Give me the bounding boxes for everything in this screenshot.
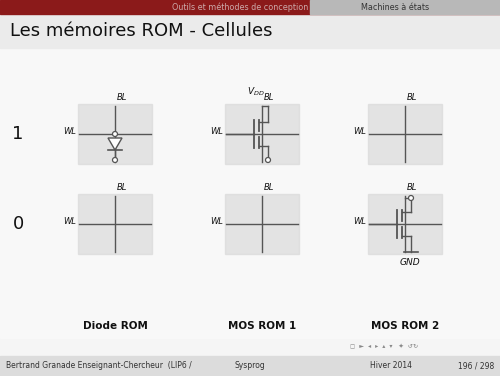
Text: MOS ROM 2: MOS ROM 2: [371, 321, 439, 331]
Bar: [78, 194, 152, 254]
Text: WL: WL: [63, 217, 76, 226]
Text: BL: BL: [264, 183, 274, 192]
Text: 0: 0: [12, 215, 24, 233]
Text: WL: WL: [210, 126, 223, 135]
Text: BL: BL: [407, 183, 418, 192]
Bar: [310, 0, 500, 14]
Text: BL: BL: [264, 93, 274, 102]
Bar: [0, 356, 500, 376]
Text: WL: WL: [353, 126, 366, 135]
Bar: [0, 14, 500, 48]
Circle shape: [266, 158, 270, 162]
Text: WL: WL: [353, 217, 366, 226]
Text: Les mémoires ROM - Cellules: Les mémoires ROM - Cellules: [10, 22, 272, 40]
Polygon shape: [108, 138, 122, 150]
Text: GND: GND: [400, 258, 420, 267]
Bar: [0, 48, 500, 338]
Bar: [0, 0, 500, 14]
Text: BL: BL: [407, 93, 418, 102]
Text: Hiver 2014: Hiver 2014: [370, 361, 412, 370]
Text: ◻  ►  ◂  ▸  ▴  ▾   ✦  ↺↻: ◻ ► ◂ ▸ ▴ ▾ ✦ ↺↻: [350, 344, 418, 350]
Text: Bertrand Granade Enseignant-Chercheur  (LIP6 /: Bertrand Granade Enseignant-Chercheur (L…: [6, 361, 192, 370]
Text: 1: 1: [12, 125, 24, 143]
Text: Outils et méthodes de conception: Outils et méthodes de conception: [172, 2, 308, 12]
Bar: [225, 194, 299, 254]
Text: Sysprog: Sysprog: [234, 361, 266, 370]
Text: MOS ROM 1: MOS ROM 1: [228, 321, 296, 331]
Text: Machines à états: Machines à états: [361, 3, 429, 12]
Text: BL: BL: [117, 93, 128, 102]
Text: Diode ROM: Diode ROM: [82, 321, 148, 331]
Bar: [225, 104, 299, 164]
Bar: [78, 104, 152, 164]
Text: $V_{DD}$: $V_{DD}$: [247, 85, 265, 98]
Text: WL: WL: [210, 217, 223, 226]
Text: BL: BL: [117, 183, 128, 192]
Bar: [368, 194, 442, 254]
Circle shape: [112, 158, 117, 162]
Bar: [368, 104, 442, 164]
Circle shape: [112, 132, 117, 136]
Text: 196 / 298: 196 / 298: [458, 361, 494, 370]
Text: WL: WL: [63, 126, 76, 135]
Circle shape: [408, 196, 414, 200]
